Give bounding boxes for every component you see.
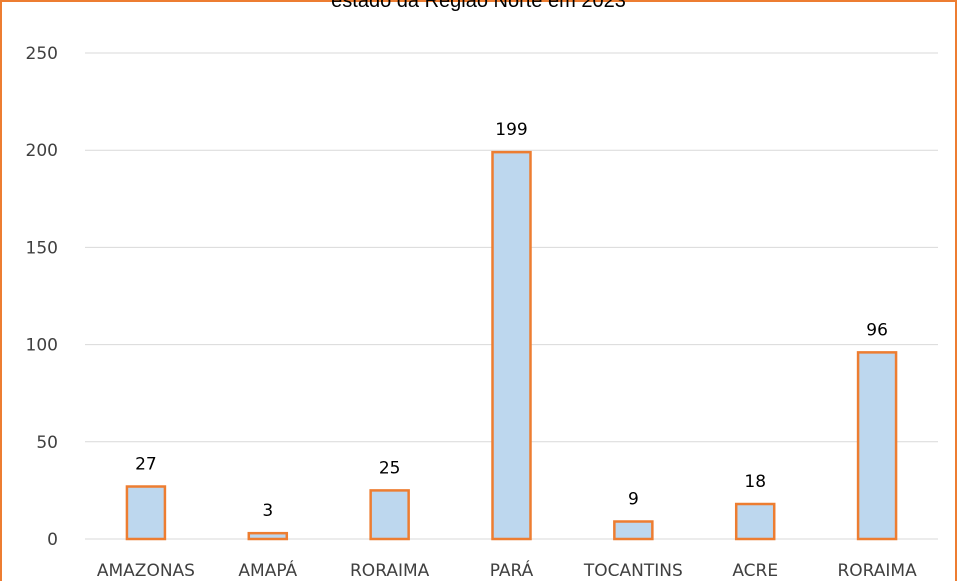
data-label: 96 — [866, 320, 888, 340]
data-label: 18 — [744, 472, 766, 492]
data-label: 9 — [628, 490, 639, 510]
x-tick-label: AMAPÁ — [238, 559, 297, 581]
y-tick-label: 100 — [26, 336, 58, 356]
bar — [369, 489, 410, 541]
bar — [613, 520, 654, 541]
data-label: 25 — [379, 458, 401, 478]
y-tick-label: 0 — [47, 530, 58, 550]
data-labels: 27 3 25 199 9 18 96 — [135, 120, 888, 521]
y-tick-label: 50 — [36, 433, 58, 453]
bar — [734, 502, 776, 541]
chart-title: estado da Região Norte em 2023 — [331, 0, 626, 12]
x-tick-label: RORAIMA — [837, 561, 917, 581]
data-label: 27 — [135, 455, 157, 475]
bar — [491, 150, 532, 541]
data-label: 3 — [262, 501, 273, 521]
x-tick-label: PARÁ — [490, 559, 534, 581]
bar — [247, 531, 289, 541]
bar — [125, 485, 167, 541]
bar — [856, 351, 898, 541]
x-tick-label: RORAIMA — [350, 561, 430, 581]
x-tick-label: ACRE — [732, 561, 778, 581]
bars — [125, 150, 898, 541]
x-axis: AMAZONAS AMAPÁ RORAIMA PARÁ TOCANTINS ACRE ROR… — [97, 559, 917, 581]
y-tick-label: 150 — [26, 238, 58, 258]
data-label: 199 — [495, 120, 527, 140]
y-axis: 0 50 100 150 200 250 — [26, 44, 938, 550]
y-tick-label: 200 — [26, 141, 58, 161]
x-tick-label: TOCANTINS — [583, 561, 683, 581]
y-tick-label: 250 — [26, 44, 58, 64]
x-tick-label: AMAZONAS — [97, 561, 195, 581]
